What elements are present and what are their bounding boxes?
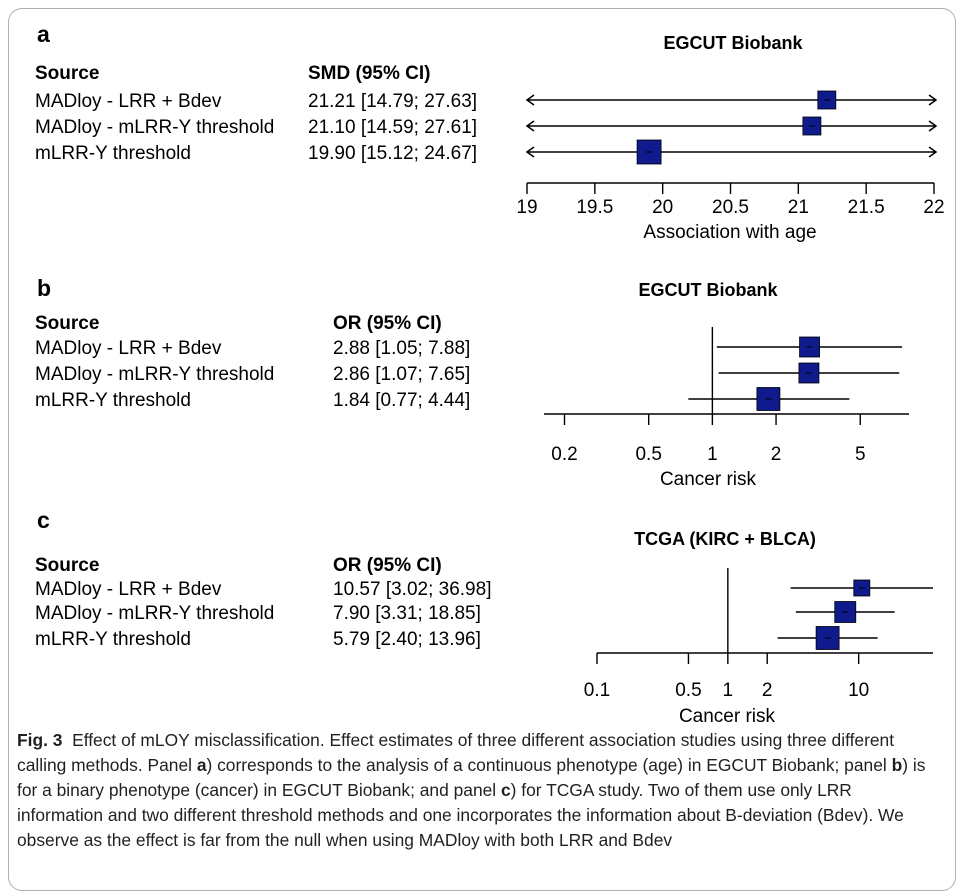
row-source-label: mLRR-Y threshold <box>35 390 191 411</box>
row-source-label: MADloy - mLRR-Y threshold <box>35 364 274 385</box>
x-tick-label: 21.5 <box>848 197 885 218</box>
row-estimate-text: 1.84 [0.77; 4.44] <box>333 390 470 411</box>
row-source-label: mLRR-Y threshold <box>35 629 191 650</box>
x-axis-label: Cancer risk <box>660 469 757 490</box>
row-estimate-text: 2.86 [1.07; 7.65] <box>333 364 470 385</box>
row-estimate-text: 21.21 [14.79; 27.63] <box>308 91 477 112</box>
caption-panel-a: a <box>196 755 207 775</box>
panel-letter-c: c <box>37 507 50 533</box>
x-tick-label: 0.1 <box>584 680 610 701</box>
ci-arrow <box>928 94 938 106</box>
panel-title: TCGA (KIRC + BLCA) <box>634 529 816 549</box>
forest-plots: a EGCUT Biobank Source SMD (95% CI) MADloy -… <box>35 21 945 727</box>
x-tick-label: 2 <box>771 444 782 465</box>
caption-text: ) corresponds to the analysis of a conti… <box>206 755 892 775</box>
ci-arrow <box>928 146 938 158</box>
caption-figure-label: Fig. 3 <box>17 730 63 750</box>
x-tick-label: 5 <box>855 444 866 465</box>
panel-letter-b: b <box>37 275 51 301</box>
x-tick-label: 22 <box>923 197 944 218</box>
x-axis-label: Cancer risk <box>679 706 776 727</box>
row-source-label: MADloy - LRR + Bdev <box>35 91 222 112</box>
ci-arrow <box>525 146 535 158</box>
column-header-source: Source <box>35 63 99 84</box>
column-header-estimate: OR (95% CI) <box>333 555 442 576</box>
panel-title: EGCUT Biobank <box>638 280 778 300</box>
caption-text: ) is for a binary phenotype (cancer) in … <box>17 755 926 800</box>
x-tick-label: 0.5 <box>635 444 661 465</box>
row-estimate-text: 19.90 [15.12; 24.67] <box>308 143 477 164</box>
row-source-label: mLRR-Y threshold <box>35 143 191 164</box>
row-source-label: MADloy - LRR + Bdev <box>35 579 222 600</box>
row-estimate-text: 5.79 [2.40; 13.96] <box>333 629 481 650</box>
panel-letter-a: a <box>37 21 50 47</box>
caption-panel-c: c <box>501 780 511 800</box>
row-source-label: MADloy - mLRR-Y threshold <box>35 117 274 138</box>
x-tick-label: 19 <box>516 197 537 218</box>
caption-panel-b: b <box>891 755 903 775</box>
row-source-label: MADloy - mLRR-Y threshold <box>35 603 274 624</box>
figure-caption: Fig. 3 Effect of mLOY misclassification.… <box>17 728 942 853</box>
x-tick-label: 1 <box>707 444 718 465</box>
x-tick-label: 0.5 <box>675 680 701 701</box>
row-source-label: MADloy - LRR + Bdev <box>35 338 222 359</box>
caption-text: Effect of mLOY misclassification. Effect… <box>17 730 895 775</box>
figure-frame <box>8 8 956 891</box>
ci-arrow <box>525 94 535 106</box>
x-tick-label: 10 <box>848 680 869 701</box>
row-estimate-text: 2.88 [1.05; 7.88] <box>333 338 470 359</box>
x-tick-label: 20 <box>652 197 673 218</box>
ci-arrow <box>525 120 535 132</box>
x-tick-label: 19.5 <box>576 197 613 218</box>
row-estimate-text: 10.57 [3.02; 36.98] <box>333 579 491 600</box>
x-tick-label: 1 <box>723 680 734 701</box>
column-header-estimate: OR (95% CI) <box>333 313 442 334</box>
x-tick-label: 21 <box>788 197 809 218</box>
x-tick-label: 20.5 <box>712 197 749 218</box>
caption-text: ) for TCGA study. Two of them use only L… <box>17 780 904 850</box>
column-header-source: Source <box>35 313 99 334</box>
row-estimate-text: 7.90 [3.31; 18.85] <box>333 603 481 624</box>
column-header-estimate: SMD (95% CI) <box>308 63 430 84</box>
panel-title: EGCUT Biobank <box>663 33 803 53</box>
x-tick-label: 2 <box>762 680 773 701</box>
x-axis-label: Association with age <box>643 222 816 243</box>
row-estimate-text: 21.10 [14.59; 27.61] <box>308 117 477 138</box>
x-tick-label: 0.2 <box>551 444 577 465</box>
column-header-source: Source <box>35 555 99 576</box>
ci-arrow <box>928 120 938 132</box>
